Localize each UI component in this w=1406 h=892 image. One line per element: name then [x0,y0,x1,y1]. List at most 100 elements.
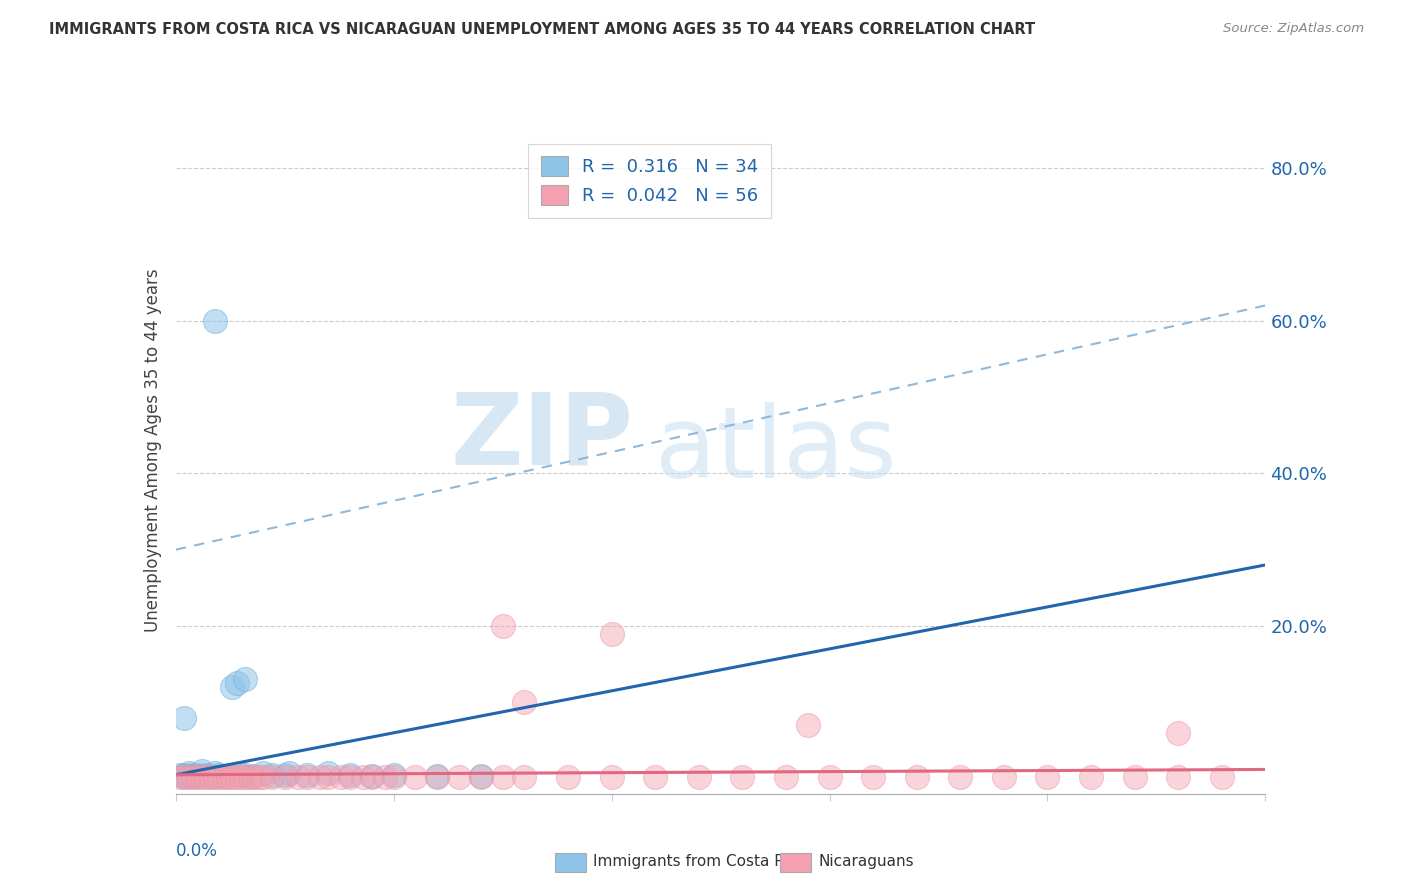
Point [252,765,274,780]
Point [177,769,200,783]
Point [382,770,405,784]
Point [287,770,309,784]
Point [231,770,253,784]
Point [295,768,318,782]
Point [905,770,928,784]
Point [212,769,235,783]
Point [243,770,266,784]
Point [225,676,247,690]
Point [186,770,209,784]
Point [360,769,382,783]
Point [195,770,218,784]
Point [191,764,214,778]
Point [235,768,257,782]
Point [173,710,195,724]
Point [731,770,754,784]
Point [405,770,427,784]
Point [186,768,209,782]
Point [212,770,235,784]
Point [177,770,200,784]
Point [181,768,204,782]
Point [513,695,536,709]
Point [1211,770,1233,784]
Text: atlas: atlas [655,402,897,499]
Text: 0.0%: 0.0% [176,842,218,860]
Point [1080,770,1102,784]
Point [308,770,330,784]
Point [1167,726,1189,740]
Point [339,768,361,782]
Point [492,770,515,784]
Point [796,718,818,732]
Point [318,765,340,780]
Point [247,770,270,784]
Legend: R =  0.316   N = 34, R =  0.042   N = 56: R = 0.316 N = 34, R = 0.042 N = 56 [529,144,772,218]
Point [173,770,195,784]
Point [426,769,449,783]
Point [173,768,195,782]
Point [470,769,492,783]
Point [644,770,666,784]
Point [1036,770,1059,784]
Text: Source: ZipAtlas.com: Source: ZipAtlas.com [1223,22,1364,36]
Point [260,770,283,784]
Point [993,770,1015,784]
Point [191,770,214,784]
Point [221,770,243,784]
Point [557,770,579,784]
Point [374,770,396,784]
Point [295,770,318,784]
Point [200,769,222,783]
Point [688,770,710,784]
Point [208,768,231,782]
Point [775,770,797,784]
Text: Nicaraguans: Nicaraguans [818,855,914,869]
Point [231,768,253,782]
Point [221,680,243,694]
Point [217,770,239,784]
Point [169,770,191,784]
Point [360,770,382,784]
Point [186,769,209,783]
Point [169,768,191,782]
Point [260,768,283,782]
Point [318,770,340,784]
Point [600,770,623,784]
Point [352,770,374,784]
Point [818,770,841,784]
Point [470,770,492,784]
Point [1167,770,1189,784]
Point [252,770,274,784]
Text: IMMIGRANTS FROM COSTA RICA VS NICARAGUAN UNEMPLOYMENT AMONG AGES 35 TO 44 YEARS : IMMIGRANTS FROM COSTA RICA VS NICARAGUAN… [49,22,1035,37]
Point [426,770,449,784]
Point [513,770,536,784]
Point [862,770,884,784]
Point [339,770,361,784]
Point [204,770,226,784]
Point [208,770,231,784]
Point [204,314,226,328]
Point [181,769,204,783]
Point [204,765,226,780]
Point [225,770,247,784]
Point [274,768,297,782]
Point [492,619,515,633]
Point [600,626,623,640]
Point [330,770,353,784]
Point [181,770,204,784]
Point [235,770,257,784]
Y-axis label: Unemployment Among Ages 35 to 44 years: Unemployment Among Ages 35 to 44 years [143,268,162,632]
Point [278,765,301,780]
Point [274,770,297,784]
Point [243,769,266,783]
Text: Immigrants from Costa Rica: Immigrants from Costa Rica [593,855,807,869]
Point [195,768,218,782]
Point [177,765,200,780]
Point [447,770,470,784]
Text: ZIP: ZIP [450,388,633,485]
Point [239,770,262,784]
Point [1123,770,1146,784]
Point [235,673,257,687]
Point [200,770,222,784]
Point [382,768,405,782]
